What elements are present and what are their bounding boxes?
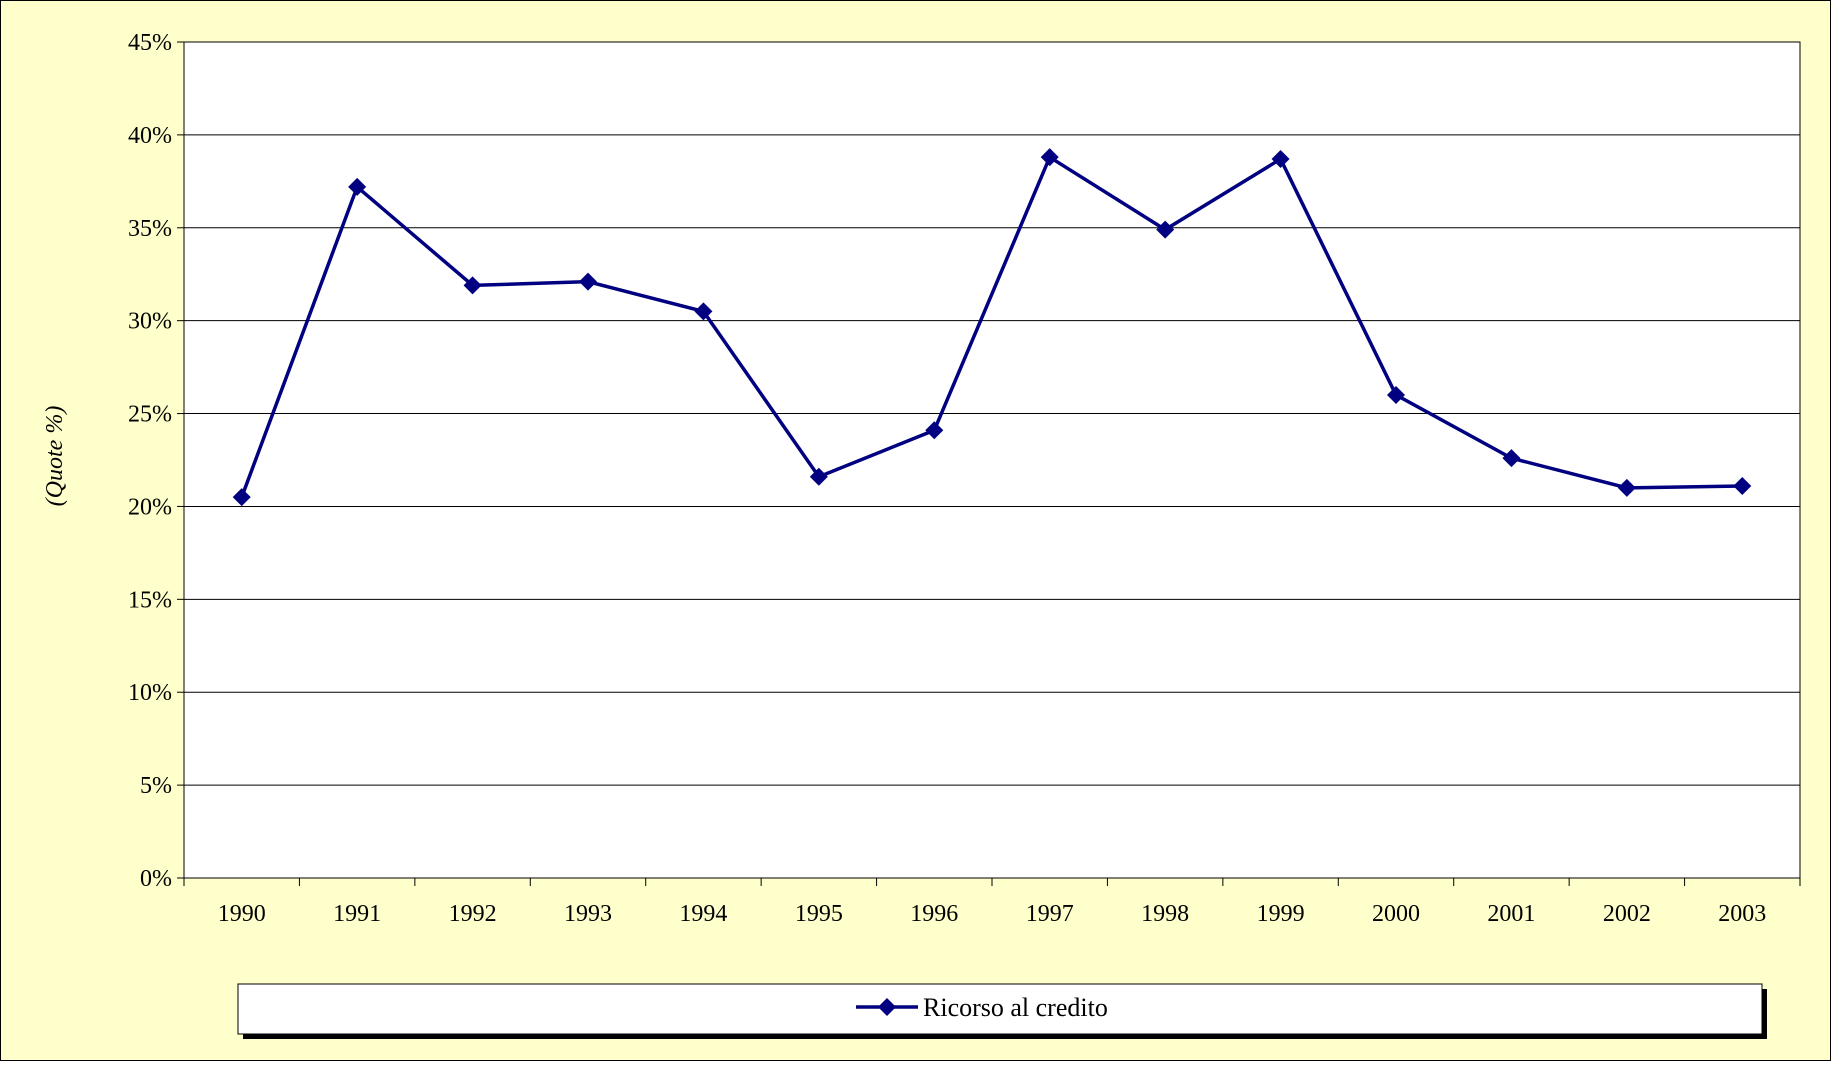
gridlines (184, 41, 1800, 786)
data-point-marker (232, 488, 251, 507)
y-tick-label: 15% (128, 587, 172, 613)
data-series (232, 148, 1752, 507)
y-tick-label: 5% (140, 773, 172, 799)
x-tick-label: 1991 (333, 901, 381, 927)
y-tick-label: 30% (128, 309, 172, 335)
axes (177, 41, 1801, 886)
x-axis-tick-labels: 1990 1991 1992 1993 1994 1995 1996 1997 1998 1999… (218, 901, 1767, 927)
x-tick-label: 1994 (679, 901, 727, 927)
legend-series-marker (878, 998, 896, 1016)
legend: Ricorso al credito (237, 983, 1767, 1039)
series-line (240, 154, 1743, 498)
y-tick-label: 45% (128, 30, 172, 56)
data-point-marker (1502, 449, 1521, 468)
data-point-marker (579, 272, 597, 291)
y-axis-label: (Quote %) (42, 406, 68, 507)
data-point-marker (809, 467, 828, 486)
legend-box (237, 983, 1763, 1035)
y-tick-label: 35% (128, 216, 172, 242)
x-tick-label: 2001 (1487, 901, 1535, 927)
y-tick-label: 40% (128, 123, 172, 149)
data-point-marker (925, 421, 944, 440)
x-tick-label: 1993 (564, 901, 612, 927)
data-point-marker (1040, 148, 1059, 167)
y-tick-label: 0% (140, 866, 172, 892)
data-point-marker (1733, 477, 1752, 496)
data-point-marker (463, 276, 482, 295)
data-point-marker (348, 177, 367, 196)
data-point-marker (1617, 478, 1636, 497)
data-point-marker (1156, 220, 1175, 239)
x-tick-label: 2003 (1718, 901, 1766, 927)
y-axis-tick-labels: 0% 5% 10% 15% 20% 25% 30% 35% 40% 45% (128, 30, 172, 892)
legend-series-label: Ricorso al credito (923, 993, 1108, 1022)
x-tick-label: 2000 (1372, 901, 1420, 927)
data-point-marker (694, 302, 713, 321)
x-tick-label: 1990 (218, 901, 266, 927)
plot-area (183, 41, 1801, 879)
y-tick-label: 10% (128, 680, 172, 706)
y-tick-label: 25% (128, 402, 172, 428)
data-point-marker (1271, 150, 1290, 169)
x-tick-label: 1999 (1257, 901, 1305, 927)
x-tick-label: 1996 (910, 901, 958, 927)
data-point-marker (1387, 385, 1405, 404)
x-tick-label: 1992 (449, 901, 497, 927)
x-tick-label: 1998 (1141, 901, 1189, 927)
x-tick-label: 2002 (1603, 901, 1651, 927)
x-tick-label: 1997 (1026, 901, 1074, 927)
y-tick-label: 20% (128, 494, 172, 520)
x-tick-label: 1995 (795, 901, 843, 927)
